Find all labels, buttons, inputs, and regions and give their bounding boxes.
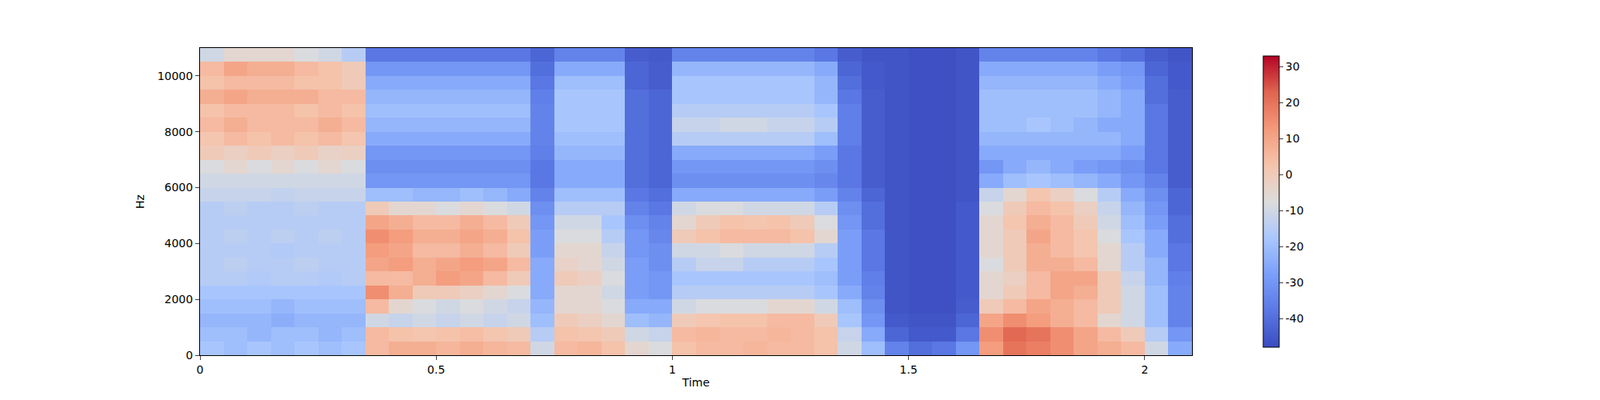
svg-text:0: 0 <box>185 348 193 362</box>
svg-text:6000: 6000 <box>164 180 194 194</box>
svg-text:-10: -10 <box>1285 204 1304 217</box>
svg-text:10: 10 <box>1285 132 1300 145</box>
svg-text:-40: -40 <box>1285 312 1304 325</box>
svg-text:10000: 10000 <box>157 69 194 83</box>
svg-text:-20: -20 <box>1285 240 1304 253</box>
svg-text:1: 1 <box>668 363 676 376</box>
svg-text:4000: 4000 <box>164 236 194 250</box>
svg-text:2: 2 <box>1140 363 1148 376</box>
svg-text:Hz: Hz <box>133 194 147 209</box>
svg-text:30: 30 <box>1285 60 1300 73</box>
svg-text:1.5: 1.5 <box>900 363 918 376</box>
svg-text:0: 0 <box>196 363 204 376</box>
svg-text:-30: -30 <box>1285 276 1304 289</box>
svg-text:0: 0 <box>1285 168 1293 181</box>
svg-text:0.5: 0.5 <box>427 363 445 376</box>
svg-text:Time: Time <box>681 376 710 389</box>
svg-text:20: 20 <box>1285 96 1300 109</box>
svg-text:8000: 8000 <box>164 125 194 139</box>
svg-text:2000: 2000 <box>164 292 194 306</box>
